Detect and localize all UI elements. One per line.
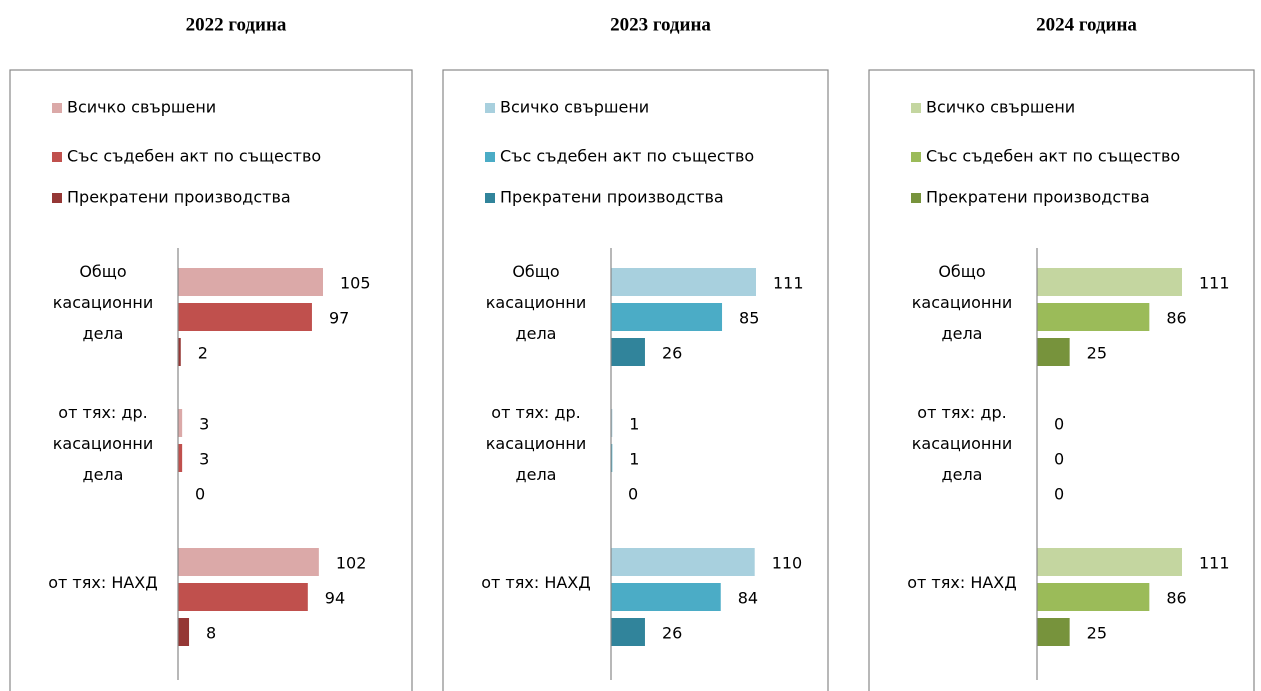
legend-swatch bbox=[911, 103, 921, 113]
bar bbox=[1037, 338, 1070, 366]
value-label: 0 bbox=[195, 485, 205, 504]
category-label: от тях: НАХД bbox=[481, 573, 591, 592]
value-label: 8 bbox=[206, 624, 216, 643]
legend-label: Всичко свършени bbox=[500, 98, 649, 117]
value-label: 97 bbox=[329, 309, 349, 328]
bar bbox=[178, 583, 308, 611]
legend-label: Със съдебен акт по същество bbox=[500, 147, 754, 166]
bar bbox=[178, 548, 319, 576]
bar bbox=[611, 409, 613, 437]
category-label: Общо касационни дела bbox=[53, 262, 153, 343]
bar bbox=[178, 303, 312, 331]
bar bbox=[178, 618, 190, 646]
chart-title: 2022 година bbox=[186, 14, 287, 35]
category-label: от тях: НАХД bbox=[48, 573, 158, 592]
value-label: 111 bbox=[1199, 274, 1230, 293]
value-label: 110 bbox=[772, 554, 803, 573]
bar bbox=[611, 618, 645, 646]
legend-label: Прекратени производства bbox=[500, 188, 724, 207]
legend-label: Прекратени производства bbox=[67, 188, 291, 207]
bar bbox=[611, 548, 755, 576]
bar bbox=[611, 444, 613, 472]
bar bbox=[1037, 548, 1182, 576]
bar bbox=[1037, 268, 1182, 296]
legend-label: Всичко свършени bbox=[926, 98, 1075, 117]
bar bbox=[1037, 583, 1150, 611]
category-label: от тях: др. касационни дела bbox=[53, 403, 153, 484]
value-label: 0 bbox=[628, 485, 638, 504]
bar bbox=[1037, 303, 1150, 331]
legend-label: Прекратени производства bbox=[926, 188, 1150, 207]
value-label: 84 bbox=[738, 589, 758, 608]
chart-title: 2023 година bbox=[610, 14, 711, 35]
bar bbox=[178, 268, 323, 296]
value-label: 26 bbox=[662, 624, 682, 643]
category-label: от тях: НАХД bbox=[907, 573, 1017, 592]
value-label: 2 bbox=[198, 344, 208, 363]
value-label: 0 bbox=[1054, 415, 1064, 434]
panel-border bbox=[868, 69, 1255, 691]
legend-label: Със съдебен акт по същество bbox=[67, 147, 321, 166]
legend-swatch bbox=[485, 103, 495, 113]
category-label: от тях: др. касационни дела bbox=[912, 403, 1012, 484]
value-label: 105 bbox=[340, 274, 371, 293]
panel-border bbox=[442, 69, 829, 691]
value-label: 111 bbox=[1199, 554, 1230, 573]
value-label: 25 bbox=[1087, 344, 1107, 363]
bar bbox=[611, 303, 723, 331]
legend-swatch bbox=[52, 193, 62, 203]
value-label: 85 bbox=[739, 309, 759, 328]
legend-label: Със съдебен акт по същество bbox=[926, 147, 1180, 166]
value-label: 26 bbox=[662, 344, 682, 363]
value-label: 0 bbox=[1054, 450, 1064, 469]
legend-label: Всичко свършени bbox=[67, 98, 216, 117]
panel-border bbox=[9, 69, 413, 691]
value-label: 102 bbox=[336, 554, 367, 573]
category-label: Общо касационни дела bbox=[912, 262, 1012, 343]
bar bbox=[611, 338, 645, 366]
bar bbox=[178, 444, 183, 472]
legend-swatch bbox=[911, 152, 921, 162]
value-label: 0 bbox=[1054, 485, 1064, 504]
category-label: Общо касационни дела bbox=[486, 262, 586, 343]
legend-swatch bbox=[485, 193, 495, 203]
bar bbox=[1037, 618, 1070, 646]
bar bbox=[178, 409, 183, 437]
legend-swatch bbox=[485, 152, 495, 162]
bar bbox=[611, 583, 721, 611]
value-label: 86 bbox=[1166, 589, 1186, 608]
value-label: 3 bbox=[199, 415, 209, 434]
chart-title: 2024 година bbox=[1036, 14, 1137, 35]
value-label: 1 bbox=[629, 450, 639, 469]
value-label: 3 bbox=[199, 450, 209, 469]
legend-swatch bbox=[52, 103, 62, 113]
category-label: от тях: др. касационни дела bbox=[486, 403, 586, 484]
value-label: 94 bbox=[325, 589, 345, 608]
legend-swatch bbox=[52, 152, 62, 162]
value-label: 111 bbox=[773, 274, 804, 293]
value-label: 25 bbox=[1087, 624, 1107, 643]
value-label: 86 bbox=[1166, 309, 1186, 328]
bar bbox=[178, 338, 181, 366]
value-label: 1 bbox=[629, 415, 639, 434]
bar bbox=[611, 268, 756, 296]
legend-swatch bbox=[911, 193, 921, 203]
